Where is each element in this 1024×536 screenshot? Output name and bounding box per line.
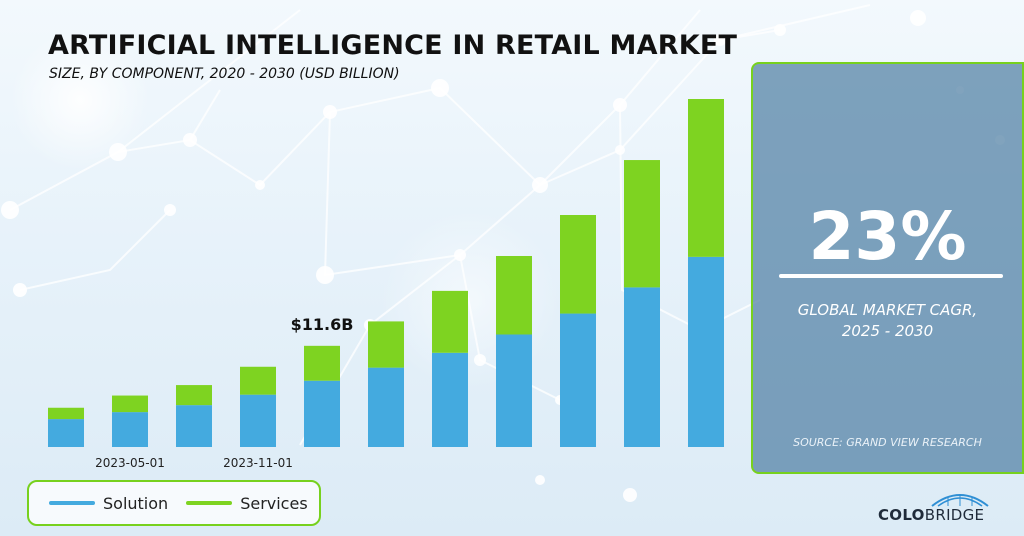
cagr-label-line1: GLOBAL MARKET CAGR,: [797, 301, 978, 319]
x-tick-label-1: 2023-05-01: [95, 456, 165, 470]
bridge-arc-icon: [931, 494, 989, 507]
bar-solution-10: [688, 256, 724, 447]
bar-services-4: [304, 345, 340, 381]
bar-services-6: [432, 290, 468, 353]
cagr-label: GLOBAL MARKET CAGR, 2025 - 2030: [753, 300, 1022, 342]
logo-text-part1: COLO: [878, 506, 925, 524]
bar-solution-9: [624, 287, 660, 447]
cagr-panel: 23% GLOBAL MARKET CAGR, 2025 - 2030 SOUR…: [751, 62, 1024, 474]
legend-item-solution: Solution: [49, 494, 168, 513]
bar-chart: 2023-05-01 2023-11-01 $11.6B: [48, 99, 724, 470]
legend-swatch-solution: [49, 501, 95, 505]
bar-services-0: [48, 407, 84, 420]
source-note: SOURCE: GRAND VIEW RESEARCH: [793, 436, 982, 449]
bar-solution-0: [48, 419, 84, 447]
legend-label-services: Services: [240, 493, 308, 513]
bar-solution-6: [432, 352, 468, 447]
legend-label-solution: Solution: [103, 493, 169, 513]
bar-services-8: [560, 215, 596, 314]
bar-solution-3: [240, 394, 276, 447]
logo-text: COLOBRIDGE: [878, 506, 984, 524]
cagr-divider: [779, 274, 1003, 278]
chart-title: ARTIFICIAL INTELLIGENCE IN RETAIL MARKET: [48, 30, 738, 61]
bar-solution-5: [368, 367, 404, 447]
bar-solution-8: [560, 313, 596, 447]
legend-swatch-services: [186, 501, 233, 505]
bar-services-5: [368, 321, 404, 368]
colobridge-logo: COLOBRIDGE: [878, 488, 1006, 528]
bar-services-3: [240, 366, 276, 395]
cagr-label-line2: 2025 - 2030: [841, 322, 934, 340]
logo-text-part2: BRIDGE: [924, 506, 985, 524]
cagr-value: 23%: [808, 198, 967, 275]
bar-solution-1: [112, 412, 148, 447]
chart-subtitle: SIZE, BY COMPONENT, 2020 - 2030 (USD BIL…: [49, 66, 400, 82]
bar-solution-7: [496, 334, 532, 447]
bar-services-1: [112, 395, 148, 413]
bar-solution-4: [304, 380, 340, 447]
data-label-0: $11.6B: [291, 315, 354, 334]
legend: Solution Services: [27, 480, 321, 526]
bar-services-9: [624, 160, 660, 288]
x-tick-label-3: 2023-11-01: [223, 456, 293, 470]
bar-services-7: [496, 255, 532, 335]
bar-services-2: [176, 385, 212, 406]
legend-item-services: Services: [186, 493, 308, 513]
bar-solution-2: [176, 405, 212, 447]
bar-services-10: [688, 99, 724, 257]
